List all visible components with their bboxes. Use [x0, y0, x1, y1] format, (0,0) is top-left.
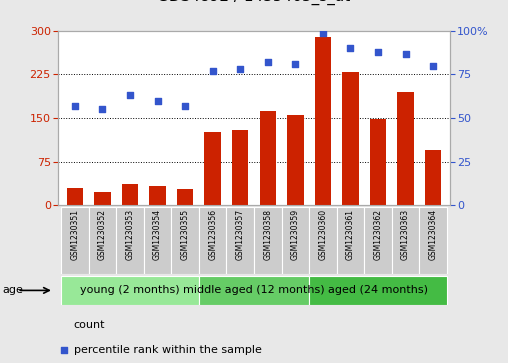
Text: percentile rank within the sample: percentile rank within the sample [74, 345, 262, 355]
Text: GSM1230361: GSM1230361 [346, 209, 355, 260]
Bar [370, 119, 386, 205]
Point [319, 30, 327, 36]
Bar [116, 207, 144, 274]
Bar [177, 189, 194, 205]
Point [346, 45, 355, 51]
Bar [232, 130, 248, 205]
Bar [144, 207, 171, 274]
Text: GSM1230362: GSM1230362 [373, 209, 383, 260]
Text: GSM1230360: GSM1230360 [319, 209, 327, 260]
Bar [392, 207, 419, 274]
Point [401, 50, 409, 56]
Bar [419, 207, 447, 274]
Point [102, 281, 110, 287]
Point [126, 93, 134, 98]
Bar [337, 207, 364, 274]
Bar [309, 207, 337, 274]
Text: middle aged (12 months): middle aged (12 months) [183, 285, 325, 295]
Point [71, 103, 79, 109]
Bar [254, 207, 281, 274]
Text: young (2 months): young (2 months) [80, 285, 180, 295]
Bar [149, 186, 166, 205]
Point [181, 103, 189, 109]
Bar [397, 92, 414, 205]
Text: GSM1230356: GSM1230356 [208, 209, 217, 260]
Point [264, 59, 272, 65]
Text: GSM1230364: GSM1230364 [429, 209, 437, 260]
Bar [425, 150, 441, 205]
Bar [287, 115, 304, 205]
Bar [61, 276, 199, 305]
Text: GSM1230358: GSM1230358 [263, 209, 272, 260]
Text: GSM1230351: GSM1230351 [71, 209, 79, 260]
Point [209, 68, 217, 74]
Bar [199, 207, 227, 274]
Text: GSM1230363: GSM1230363 [401, 209, 410, 260]
Bar [260, 111, 276, 205]
Point [429, 63, 437, 69]
Point [99, 106, 107, 112]
Bar [342, 72, 359, 205]
Point [291, 61, 299, 67]
Point [153, 98, 162, 103]
Text: aged (24 months): aged (24 months) [328, 285, 428, 295]
Text: GDS4892 / 1435463_s_at: GDS4892 / 1435463_s_at [157, 0, 351, 5]
Bar [227, 207, 254, 274]
Text: age: age [3, 285, 23, 295]
Bar [281, 207, 309, 274]
Bar [199, 276, 309, 305]
Bar [89, 207, 116, 274]
Text: GSM1230355: GSM1230355 [181, 209, 189, 260]
Point [236, 66, 244, 72]
Bar [314, 37, 331, 205]
Bar [122, 184, 138, 205]
Text: count: count [74, 320, 105, 330]
Text: GSM1230353: GSM1230353 [125, 209, 135, 260]
Text: GSM1230359: GSM1230359 [291, 209, 300, 260]
Text: GSM1230354: GSM1230354 [153, 209, 162, 260]
Bar [67, 188, 83, 205]
Text: GSM1230352: GSM1230352 [98, 209, 107, 260]
Bar [204, 132, 221, 205]
Text: GSM1230357: GSM1230357 [236, 209, 245, 260]
Bar [61, 207, 89, 274]
Bar [171, 207, 199, 274]
Bar [94, 192, 111, 205]
Bar [364, 207, 392, 274]
Bar [309, 276, 447, 305]
Point [374, 49, 382, 55]
